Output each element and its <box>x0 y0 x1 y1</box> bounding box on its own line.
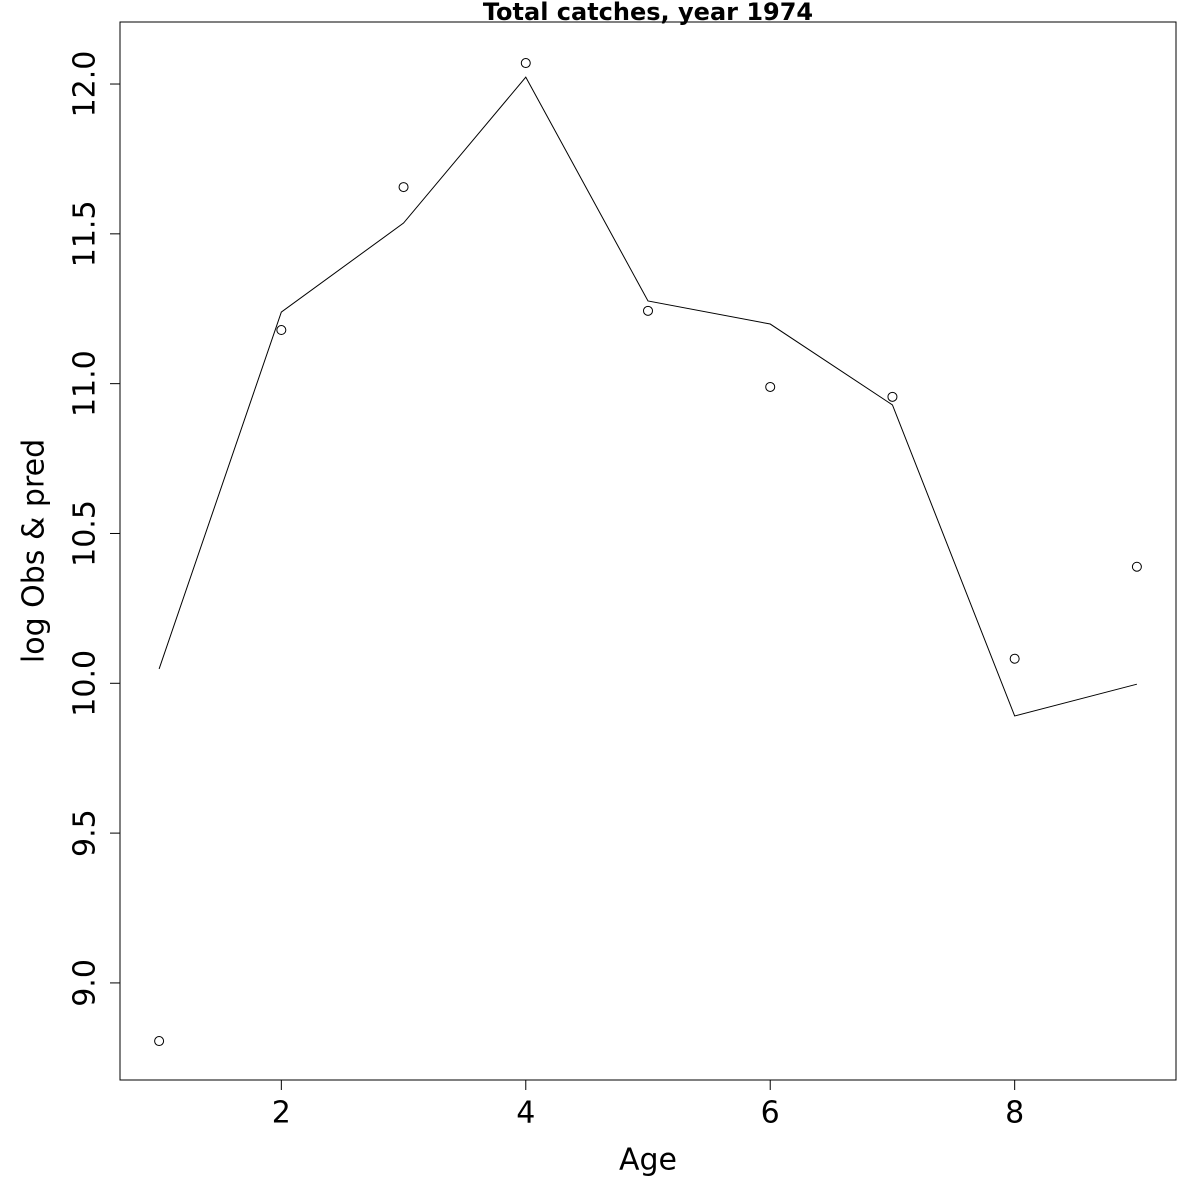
data-point <box>276 325 287 336</box>
data-point <box>887 391 898 402</box>
data-point <box>765 381 776 392</box>
y-tick-label: 9.5 <box>68 809 103 857</box>
y-axis-label: log Obs & pred <box>17 439 52 663</box>
data-point <box>643 305 653 316</box>
y-tick-label: 11.0 <box>68 350 103 417</box>
data-point <box>1009 653 1020 664</box>
data-point <box>1131 561 1142 572</box>
data-point <box>398 182 409 193</box>
y-tick-label: 10.5 <box>68 500 103 567</box>
series-line <box>158 76 1138 717</box>
chart-title: Total catches, year 1974 <box>483 0 813 26</box>
x-tick-label: 2 <box>272 1096 291 1131</box>
x-axis-label: Age <box>619 1143 677 1178</box>
data-point <box>520 58 531 69</box>
x-tick-label: 6 <box>761 1096 780 1131</box>
data-point <box>154 1036 165 1047</box>
y-tick-label: 10.0 <box>68 650 103 717</box>
y-tick-label: 12.0 <box>68 51 103 118</box>
x-tick-label: 4 <box>516 1096 535 1131</box>
x-tick-label: 8 <box>1005 1096 1024 1131</box>
y-tick-label: 11.5 <box>68 200 103 267</box>
y-tick-label: 9.0 <box>68 959 103 1007</box>
plot-frame <box>119 21 1177 1081</box>
